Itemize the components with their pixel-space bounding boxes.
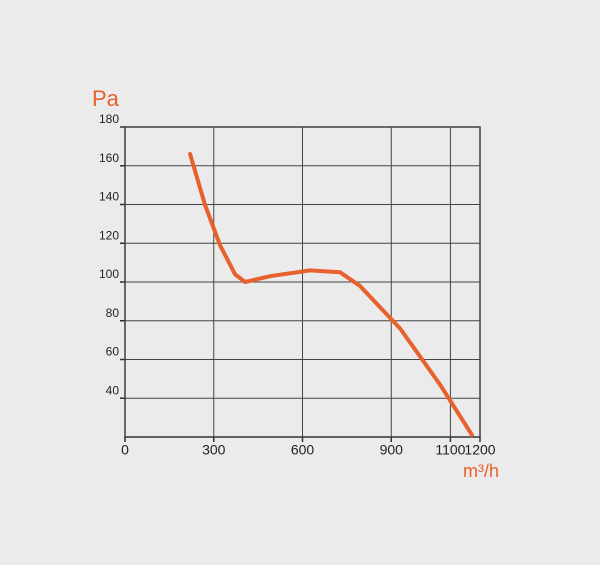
y-tick-label: 80 <box>106 306 120 320</box>
y-tick-label: 160 <box>99 151 119 165</box>
y-tick-label: 120 <box>99 228 119 242</box>
y-tick-label: 40 <box>106 383 120 397</box>
y-tick-label: 100 <box>99 267 119 281</box>
y-tick-label: 60 <box>106 345 120 359</box>
x-tick-label: 1100 <box>435 442 465 458</box>
x-axis-label: m³/h <box>463 461 499 481</box>
y-axis-label: Pa <box>92 86 120 111</box>
y-tick-label: 180 <box>99 112 119 126</box>
x-tick-label: 900 <box>380 442 404 458</box>
curve <box>188 152 474 438</box>
x-tick-label: 1200 <box>464 442 495 458</box>
x-tick-label: 600 <box>291 442 315 458</box>
x-tick-label: 300 <box>202 442 226 458</box>
x-tick-label: 0 <box>121 442 129 458</box>
y-tick-label: 140 <box>99 190 119 204</box>
